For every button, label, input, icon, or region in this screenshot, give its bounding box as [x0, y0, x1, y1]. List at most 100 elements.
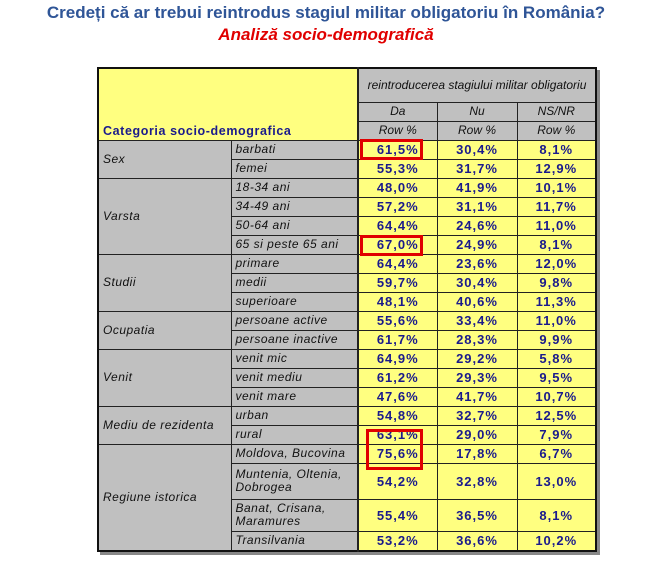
table-row: persoane inactive 61,7% 28,3% 9,9% [98, 329, 597, 350]
value-cell: 57,2% [357, 196, 438, 217]
value-cell: 31,7% [436, 158, 518, 179]
table-row: Studii primare 64,4% 23,6% 12,0% [97, 253, 597, 312]
value-cell: 12,9% [516, 158, 597, 179]
subcategory-label: Banat, Crisana, Maramures [230, 498, 359, 532]
value-cell: 24,9% [436, 234, 518, 255]
value-cell: 12,5% [516, 405, 597, 426]
table-row: Transilvania 53,2% 36,6% 10,2% [98, 530, 597, 551]
value-cell: 13,0% [516, 462, 597, 500]
subcategory-label: barbati [230, 139, 359, 160]
category-label: Ocupatia [97, 310, 231, 350]
value-cell: 47,6% [357, 386, 438, 407]
table-row: venit mediu 61,2% 29,3% 9,5% [98, 367, 597, 388]
value-cell: 55,6% [357, 310, 438, 331]
value-cell: 29,2% [436, 348, 518, 369]
value-cell: 6,7% [516, 443, 597, 464]
value-cell: 41,9% [436, 177, 518, 198]
value-cell: 11,0% [516, 215, 597, 236]
value-cell: 36,6% [436, 530, 518, 551]
group-header: reintroducerea stagiului militar obligat… [357, 67, 597, 103]
value-cell: 33,4% [436, 310, 518, 331]
value-cell: 64,9% [357, 348, 438, 369]
measure-header: Row % [436, 120, 518, 141]
value-cell: 11,7% [516, 196, 597, 217]
table-row: 65 si peste 65 ani 67,0% 24,9% 8,1% [98, 234, 597, 255]
table-row: superioare 48,1% 40,6% 11,3% [98, 291, 597, 312]
subcategory-label: rural [230, 424, 359, 445]
value-cell: 24,6% [436, 215, 518, 236]
value-cell: 75,6% [357, 443, 438, 464]
page-title: Credeți că ar trebui reintrodus stagiul … [46, 3, 606, 22]
subcategory-label: femei [230, 158, 359, 179]
measure-header: Row % [516, 120, 597, 141]
category-header: Categoria socio-demografica [97, 67, 359, 141]
value-cell: 36,5% [436, 498, 518, 532]
subcategory-label: 65 si peste 65 ani [230, 234, 359, 255]
value-cell: 30,4% [436, 139, 518, 160]
value-cell: 7,9% [516, 424, 597, 445]
value-cell: 29,0% [436, 424, 518, 445]
category-label: Sex [97, 139, 231, 179]
table-row: Ocupatia persoane active 55,6% 33,4% 11,0% [97, 310, 597, 350]
crosstab-table: Categoria socio-demografica reintroducer… [97, 67, 597, 552]
value-cell: 11,0% [516, 310, 597, 331]
highlight-box [360, 235, 423, 256]
value-cell: 61,2% [357, 367, 438, 388]
value-cell: 17,8% [436, 443, 518, 464]
table-row: Varsta 18-34 ani 48,0% 41,9% 10,1% [97, 177, 597, 255]
value-cell: 10,2% [516, 530, 597, 551]
table-row: Venit venit mic 64,9% 29,2% 5,8% [97, 348, 597, 407]
value-cell: 29,3% [436, 367, 518, 388]
value-cell: 10,1% [516, 177, 597, 198]
value-cell: 55,3% [357, 158, 438, 179]
value-cell: 9,8% [516, 272, 597, 293]
page-subtitle: Analiză socio-demografică [218, 25, 434, 44]
value-cell: 32,7% [436, 405, 518, 426]
subcategory-label: Muntenia, Oltenia, Dobrogea [230, 462, 359, 500]
value-cell: 9,9% [516, 329, 597, 350]
category-label: Venit [97, 348, 231, 407]
value-cell: 48,1% [357, 291, 438, 312]
value-cell: 5,8% [516, 348, 597, 369]
table-row: Muntenia, Oltenia, Dobrogea 54,2% 32,8% 13,… [98, 462, 597, 500]
subcategory-label: urban [230, 405, 359, 426]
table-row: medii 59,7% 30,4% 9,8% [98, 272, 597, 293]
category-label: Regiune istorica [97, 443, 231, 551]
highlight-box [366, 429, 423, 470]
value-cell: 9,5% [516, 367, 597, 388]
subcategory-label: 50-64 ani [230, 215, 359, 236]
value-cell: 53,2% [357, 530, 438, 551]
table-row: femei 55,3% 31,7% 12,9% [98, 158, 597, 179]
subcategory-label: venit mic [230, 348, 359, 369]
value-cell: 11,3% [516, 291, 597, 312]
value-cell: 28,3% [436, 329, 518, 350]
table-row: Sex barbati 61,5% 30,4% 8,1% [97, 139, 597, 179]
value-cell: 8,1% [516, 498, 597, 532]
column-header-da: Da [357, 101, 438, 122]
value-cell: 10,7% [516, 386, 597, 407]
value-cell: 64,4% [357, 253, 438, 274]
value-cell: 61,5% [357, 139, 438, 160]
value-cell: 59,7% [357, 272, 438, 293]
value-cell: 32,8% [436, 462, 518, 500]
value-cell: 23,6% [436, 253, 518, 274]
subcategory-label: persoane active [230, 310, 359, 331]
highlight-box [360, 139, 423, 160]
subcategory-label: 34-49 ani [230, 196, 359, 217]
value-cell: 8,1% [516, 234, 597, 255]
value-cell: 41,7% [436, 386, 518, 407]
value-cell: 48,0% [357, 177, 438, 198]
category-label: Studii [97, 253, 231, 312]
subcategory-label: superioare [230, 291, 359, 312]
table-row: venit mare 47,6% 41,7% 10,7% [98, 386, 597, 407]
subcategory-label: Transilvania [230, 530, 359, 551]
subcategory-label: venit mediu [230, 367, 359, 388]
subcategory-label: 18-34 ani [230, 177, 359, 198]
column-header-nu: Nu [436, 101, 518, 122]
subcategory-label: primare [230, 253, 359, 274]
table-row: Regiune istorica Moldova, Bucovina 75,6% 17… [97, 443, 597, 551]
value-cell: 64,4% [357, 215, 438, 236]
measure-header: Row % [357, 120, 438, 141]
category-label: Mediu de rezidenta [97, 405, 231, 445]
value-cell: 40,6% [436, 291, 518, 312]
